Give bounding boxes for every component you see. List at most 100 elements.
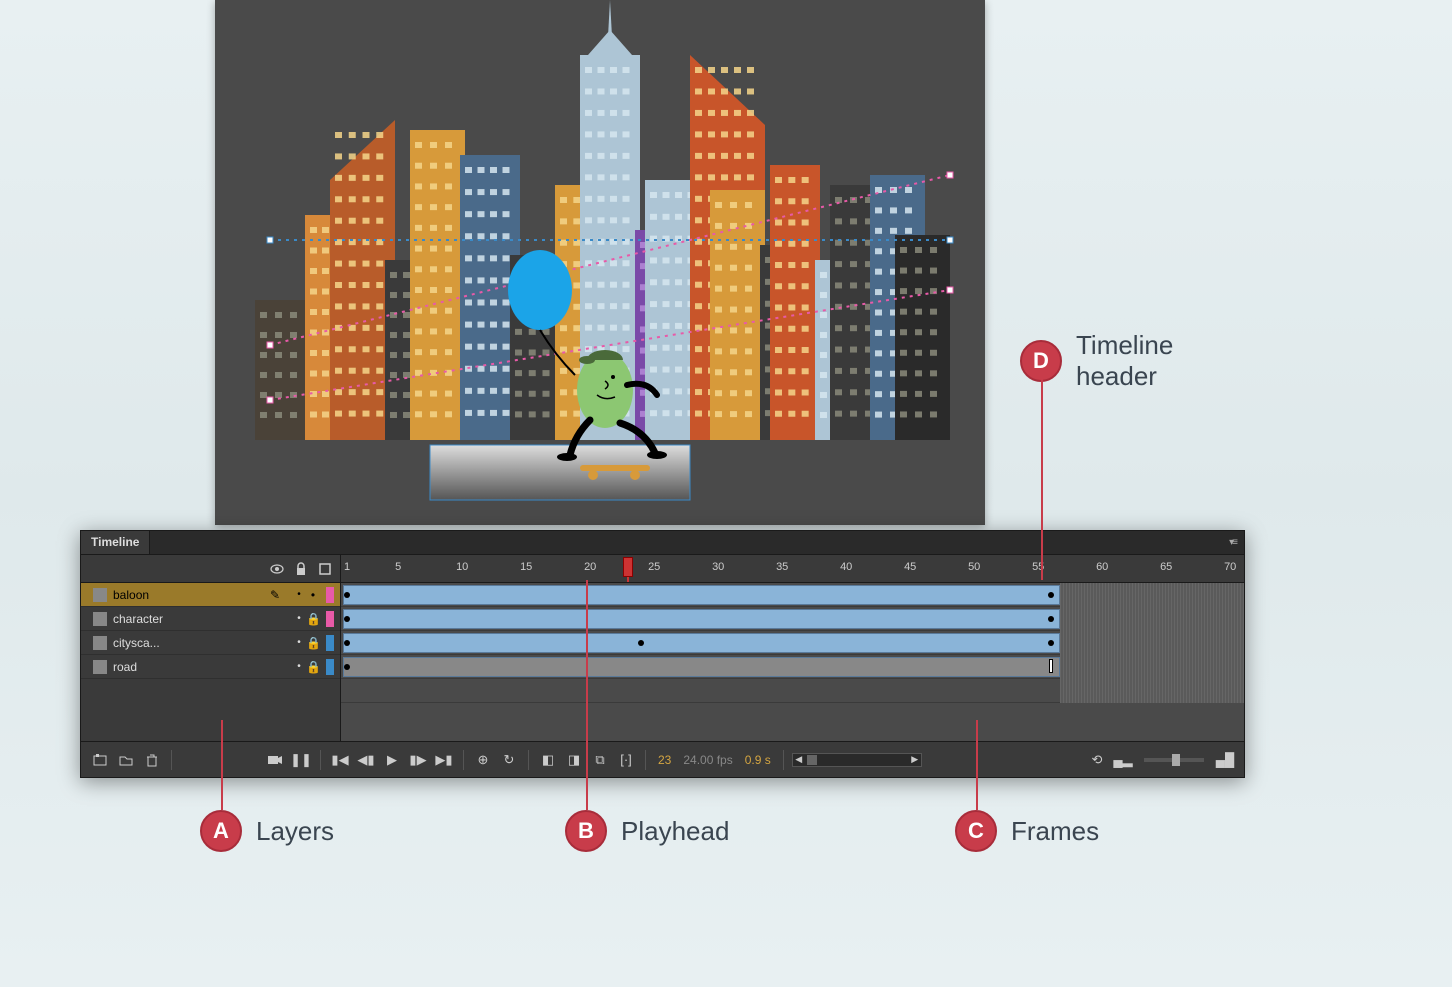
zoom-in-icon[interactable]: ▄█ [1214,749,1236,771]
visibility-column-icon[interactable] [270,562,284,576]
ruler-tick: 70 [1224,561,1236,573]
timeline-scrollbar[interactable]: ◀ ▶ [792,753,922,767]
layers-list: baloon ✎ • • character • 🔒 citysca... • … [81,583,341,741]
track-row[interactable] [341,631,1244,655]
track-row-empty [341,679,1244,703]
callout-badge: C [955,810,997,852]
ruler-tick: 50 [968,561,980,573]
frame-span[interactable] [343,585,1060,605]
undo-icon[interactable]: ⟲ [1086,749,1108,771]
track-row[interactable] [341,655,1244,679]
layer-type-icon [93,612,107,626]
outline-column-icon[interactable] [318,562,332,576]
panel-menu-icon[interactable]: ▾≡ [1221,531,1244,554]
keyframe[interactable] [1048,592,1054,598]
callout-label: Frames [1011,816,1099,847]
callout-line [1041,372,1043,580]
empty-frames [1060,607,1244,631]
callout-badge: A [200,810,242,852]
layer-color-swatch[interactable] [326,635,334,651]
scroll-right-icon[interactable]: ▶ [909,754,921,765]
play-button[interactable]: ▶ [381,749,403,771]
layer-row-road[interactable]: road • 🔒 [81,655,340,679]
frame-span[interactable] [343,609,1060,629]
frame-span[interactable] [343,657,1060,677]
scroll-thumb[interactable] [807,755,817,765]
layer-name-label: citysca... [113,636,270,650]
markers-button[interactable]: [·] [615,749,637,771]
onion-outline-button[interactable]: ◨ [563,749,585,771]
new-layer-button[interactable] [89,749,111,771]
playhead[interactable] [623,555,633,582]
keyframe[interactable] [344,664,350,670]
layer-row-citysca...[interactable]: citysca... • 🔒 [81,631,340,655]
layer-color-swatch[interactable] [326,659,334,675]
step-back-button[interactable]: ◀▮ [355,749,377,771]
callout-badge: B [565,810,607,852]
ruler-tick: 20 [584,561,596,573]
ruler-tick: 35 [776,561,788,573]
track-row[interactable] [341,583,1244,607]
step-forward-button[interactable]: ▮▶ [407,749,429,771]
edit-multiple-button[interactable]: ⧉ [589,749,611,771]
lock-toggle[interactable]: • [306,588,320,602]
frame-span[interactable] [343,633,1060,653]
empty-frames [1060,655,1244,679]
callout-A: A Layers [200,810,334,852]
lock-toggle[interactable]: 🔒 [306,612,320,626]
visibility-dot[interactable]: • [292,589,306,600]
track-row[interactable] [341,607,1244,631]
keyframe[interactable] [638,640,644,646]
layer-color-swatch[interactable] [326,611,334,627]
lock-toggle[interactable]: 🔒 [306,660,320,674]
keyframe[interactable] [344,592,350,598]
zoom-slider[interactable] [1144,758,1204,762]
goto-last-button[interactable]: ▶▮ [433,749,455,771]
zoom-slider-thumb[interactable] [1172,754,1180,766]
frame-tracks[interactable] [341,583,1244,741]
layer-type-icon [93,660,107,674]
current-frame-value[interactable]: 23 [654,753,675,767]
layer-row-baloon[interactable]: baloon ✎ • • [81,583,340,607]
frame-ruler[interactable]: 151015202530354045505560657075 [341,555,1244,582]
keyframe[interactable] [1048,616,1054,622]
keyframe[interactable] [344,640,350,646]
callout-C: C Frames [955,810,1099,852]
fps-value[interactable]: 24.00 fps [679,753,736,767]
stage-canvas [215,0,985,525]
ruler-tick: 60 [1096,561,1108,573]
layer-name-label: road [113,660,270,674]
new-folder-button[interactable] [115,749,137,771]
loop-button[interactable]: ↻ [498,749,520,771]
layer-type-icon [93,588,107,602]
visibility-dot[interactable]: • [292,637,306,648]
keyframe[interactable] [344,616,350,622]
visibility-dot[interactable]: • [292,613,306,624]
camera-button[interactable] [264,749,286,771]
timeline-panel: Timeline ▾≡ 1510152025303540455055606570… [80,530,1245,778]
goto-first-button[interactable]: ▮◀ [329,749,351,771]
empty-frames [1060,583,1244,607]
lock-column-icon[interactable] [294,562,308,576]
keyframe-end[interactable] [1049,659,1053,673]
elapsed-time-value: 0.9 s [741,753,775,767]
timeline-footer: ❚❚ ▮◀ ◀▮ ▶ ▮▶ ▶▮ ⊕ ↻ ◧ ◨ ⧉ [·] 23 24.00 … [81,741,1244,777]
layer-row-character[interactable]: character • 🔒 [81,607,340,631]
layer-name-label: character [113,612,270,626]
layer-name-label: baloon [113,588,270,602]
ruler-tick: 45 [904,561,916,573]
ruler-tick: 15 [520,561,532,573]
scroll-left-icon[interactable]: ◀ [793,754,805,765]
visibility-dot[interactable]: • [292,661,306,672]
delete-layer-button[interactable] [141,749,163,771]
pencil-icon: ✎ [270,588,284,602]
center-frame-button[interactable]: ⊕ [472,749,494,771]
keyframe[interactable] [1048,640,1054,646]
callout-label: Playhead [621,816,729,847]
layer-color-swatch[interactable] [326,587,334,603]
pause-icon[interactable]: ❚❚ [290,749,312,771]
zoom-out-icon[interactable]: ▄▂ [1112,749,1134,771]
timeline-tab[interactable]: Timeline [81,531,150,554]
lock-toggle[interactable]: 🔒 [306,636,320,650]
onion-skin-button[interactable]: ◧ [537,749,559,771]
